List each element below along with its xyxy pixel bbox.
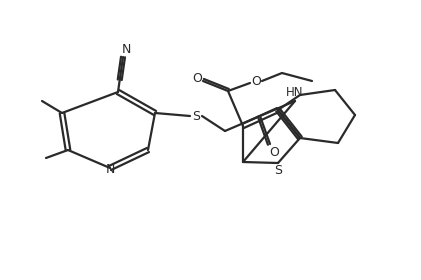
Text: S: S [274, 164, 282, 176]
Text: N: N [121, 43, 131, 55]
Text: HN: HN [286, 85, 304, 99]
Text: S: S [192, 109, 200, 123]
Text: O: O [192, 71, 202, 85]
Text: N: N [105, 162, 115, 176]
Text: O: O [269, 146, 279, 158]
Text: O: O [251, 74, 261, 88]
